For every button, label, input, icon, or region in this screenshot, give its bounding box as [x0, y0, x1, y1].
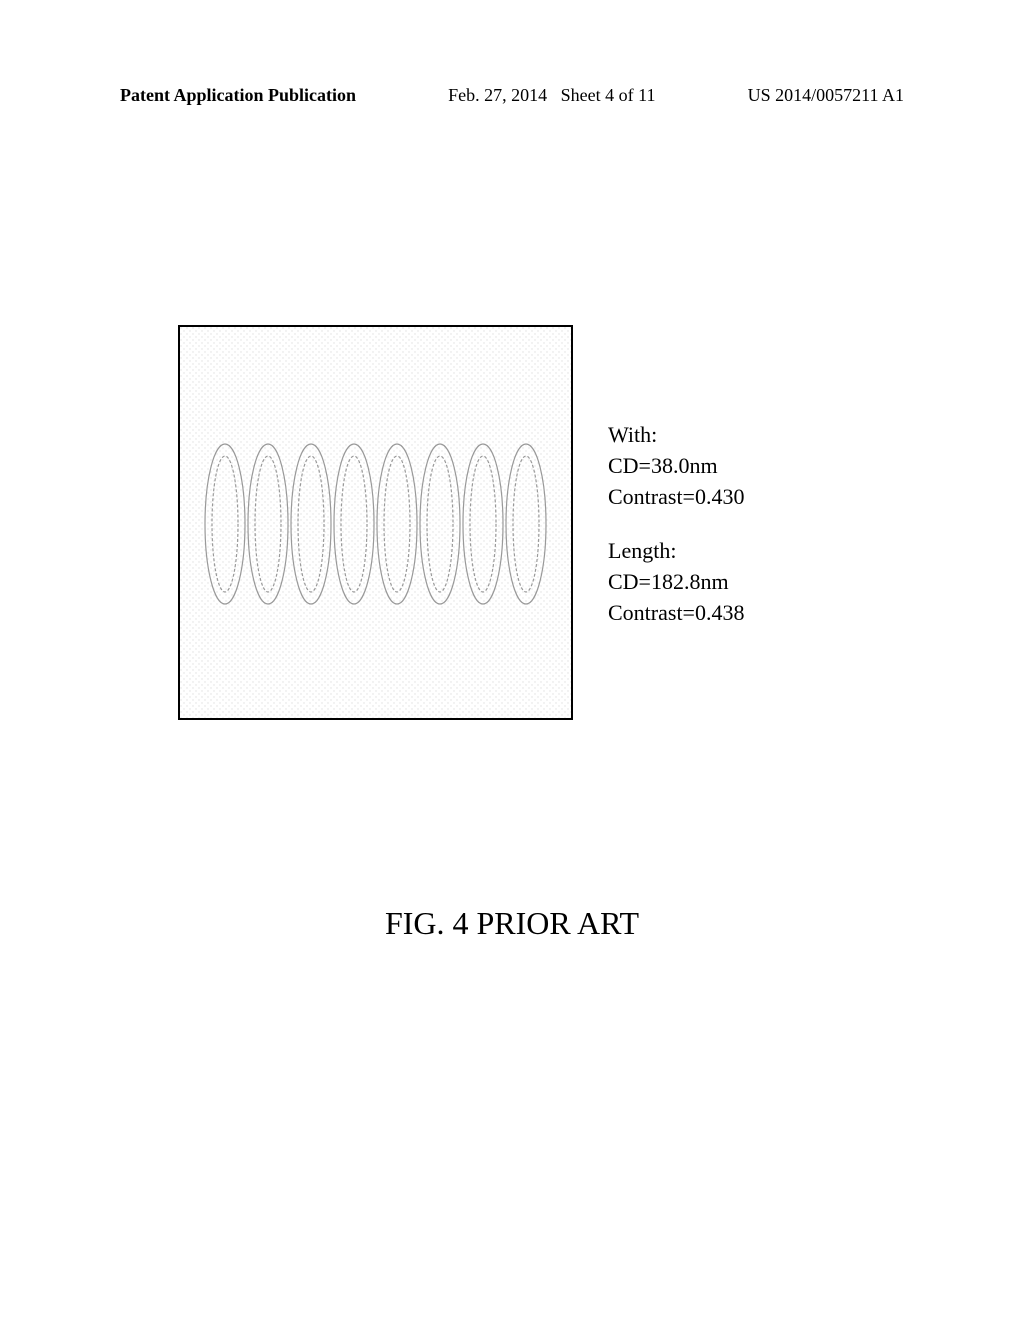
length-label: Length: — [608, 536, 744, 567]
page-header: Patent Application Publication Feb. 27, … — [0, 85, 1024, 106]
header-sheet: Sheet 4 of 11 — [561, 85, 656, 105]
width-cd: CD=38.0nm — [608, 451, 744, 482]
length-annotation: Length: CD=182.8nm Contrast=0.438 — [608, 536, 744, 628]
width-annotation: With: CD=38.0nm Contrast=0.430 — [608, 420, 744, 512]
length-contrast: Contrast=0.438 — [608, 598, 744, 629]
figure-svg — [180, 327, 571, 718]
figure-caption: FIG. 4 PRIOR ART — [0, 905, 1024, 942]
publication-label: Patent Application Publication — [120, 85, 356, 106]
length-cd: CD=182.8nm — [608, 567, 744, 598]
figure-annotations: With: CD=38.0nm Contrast=0.430 Length: C… — [608, 420, 744, 653]
width-contrast: Contrast=0.430 — [608, 482, 744, 513]
patent-number: US 2014/0057211 A1 — [748, 85, 904, 106]
date-sheet: Feb. 27, 2014 Sheet 4 of 11 — [448, 85, 655, 106]
width-label: With: — [608, 420, 744, 451]
header-date: Feb. 27, 2014 — [448, 85, 547, 105]
simulation-figure — [178, 325, 573, 720]
